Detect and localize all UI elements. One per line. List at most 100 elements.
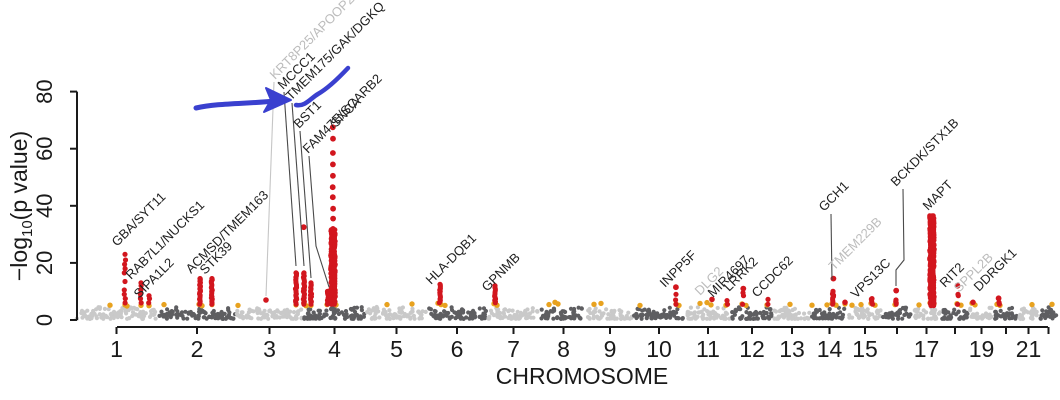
baseline-point [371,306,376,311]
hand-drawn-annotations [193,65,351,113]
baseline-point [579,306,584,311]
baseline-point [612,308,617,313]
suggestive-point [384,301,390,308]
baseline-point [555,315,560,320]
baseline-point [153,316,158,321]
significant-point [869,296,875,302]
baseline-point [921,316,926,321]
baseline-point [1017,315,1022,320]
hand-drawn-arrow-head [263,87,292,113]
baseline-point [228,316,233,321]
significant-point [197,276,203,282]
baseline-point [539,307,544,312]
baseline-point [311,310,316,315]
x-tick-label-chr-13: 13 [779,336,805,362]
baseline-point [1034,313,1039,318]
baseline-point [715,305,720,311]
baseline-point [486,315,491,321]
baseline-point [662,308,667,313]
baseline-point [806,316,811,321]
baseline-point [998,308,1003,313]
baseline-point [866,316,871,321]
baseline-point [787,315,792,320]
baseline-point [627,316,632,321]
y-tick-label: 40 [32,194,57,218]
baseline-point [840,312,846,317]
baseline-point [1047,309,1052,314]
baseline-point [183,309,188,314]
baseline-point [913,313,918,318]
baseline-point [506,309,511,314]
baseline-point [317,312,322,317]
baseline-point [649,316,654,321]
significant-point [121,287,127,293]
leader-line-GCH1 [830,213,833,281]
baseline-point [798,316,804,321]
significant-point [724,298,730,304]
baseline-point [837,315,842,320]
baseline-point [381,310,386,315]
baseline-point [732,310,737,315]
baseline-point [651,309,656,314]
baseline-point [488,308,494,313]
significant-point [308,280,314,286]
baseline-point [455,314,460,319]
baseline-point [267,308,272,314]
baseline-point [416,309,421,314]
baseline-point [561,309,567,314]
baseline-point [777,314,783,319]
baseline-point [1043,315,1048,321]
baseline-point [545,311,550,316]
x-tick-label-chr-15: 15 [852,336,878,362]
baseline-point [79,311,84,316]
baseline-point [512,312,517,318]
x-tick-label-chr-8: 8 [557,336,570,362]
suggestive-point [442,302,448,309]
baseline-point [674,316,679,321]
baseline-point [247,307,252,312]
significant-point [122,257,129,263]
baseline-point [479,316,484,321]
baseline-point [223,316,228,321]
baseline-point [819,315,825,320]
baseline-point [724,311,730,316]
baseline-point [896,316,901,321]
baseline-point [1043,312,1048,317]
baseline-point [311,316,316,321]
significant-point [893,297,899,303]
baseline-point [179,312,184,317]
significant-point [122,296,128,302]
baseline-point [482,315,488,320]
baseline-point [680,316,685,321]
suggestive-point [107,302,113,308]
baseline-point [618,316,624,321]
x-tick-label-chr-3: 3 [263,336,276,362]
baseline-point [1038,316,1043,321]
baseline-point [604,307,609,312]
leader-line-TMEM175/GAK/DGKQ [291,102,305,267]
baseline-point [692,314,697,319]
baseline-point [701,312,706,317]
baseline-point [802,316,807,321]
x-tick-label-chr-4: 4 [328,336,341,362]
baseline-point [387,316,392,321]
suggestive-point [849,302,855,308]
significant-point [330,135,336,142]
baseline-point [202,310,207,315]
suggestive-point [697,300,703,307]
significant-point [330,172,336,179]
baseline-point [622,316,627,321]
baseline-point [576,313,581,318]
baseline-point [969,314,974,319]
baseline-point [614,316,619,321]
baseline-point [239,310,244,315]
baseline-point [1001,312,1006,317]
baseline-point [972,314,978,319]
baseline-point [667,305,672,310]
baseline-point [870,312,875,317]
baseline-point [862,314,868,319]
baseline-point [652,315,657,320]
baseline-point [372,316,377,321]
baseline-point [794,316,799,321]
